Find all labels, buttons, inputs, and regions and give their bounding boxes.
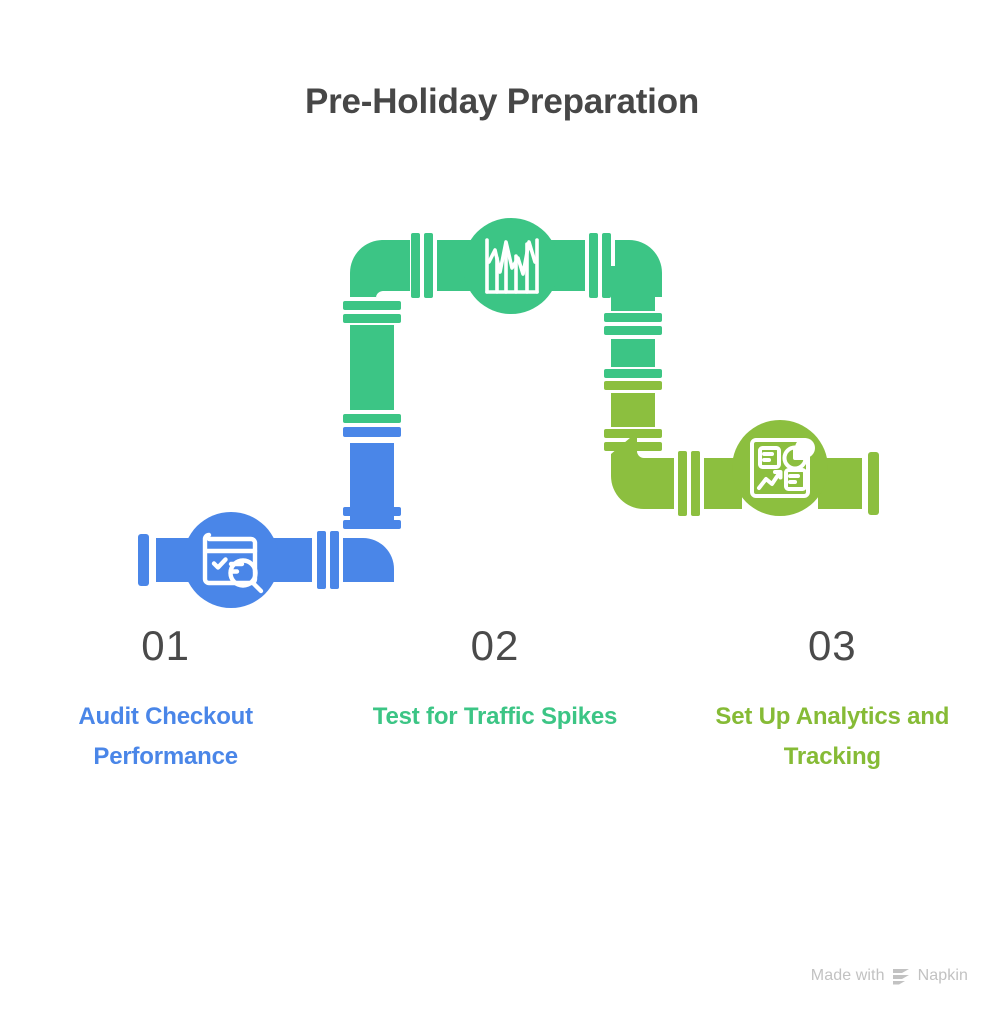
analytics-dashboard-icon <box>750 438 815 498</box>
page-title: Pre-Holiday Preparation <box>304 82 700 121</box>
icon-circle-blue <box>183 512 279 608</box>
pipe-flange-ring <box>343 314 401 323</box>
checkout-audit-icon <box>202 532 264 594</box>
pipe-endcap-right <box>868 452 879 515</box>
pipe-elbow-olive <box>611 432 657 509</box>
pipe-drop-olive <box>611 393 655 427</box>
pipe-flange-ring <box>589 233 598 298</box>
step-label-3: Set Up Analytics and Tracking <box>715 703 950 770</box>
watermark-prefix: Made with <box>810 967 885 984</box>
pipe-flange-transition-green <box>343 414 401 423</box>
pipe-flange-ring <box>604 313 662 322</box>
step-item-1: 01 Audit Checkout Performance <box>0 625 337 776</box>
pipe-elbow-green-left <box>350 240 396 298</box>
pipe-elbow-green-right <box>604 240 662 297</box>
pipe-drop-green-body <box>611 339 655 367</box>
pipe-flange-transition-blue <box>343 427 401 437</box>
pipe-segment-blue-left <box>156 538 212 582</box>
pipe-flange-ring <box>424 233 433 298</box>
pipe-drop-green <box>611 297 655 311</box>
pipe-flange-ring <box>602 233 611 298</box>
pipe-segment-olive-left2 <box>704 458 742 509</box>
pipe-flange-ring <box>343 520 401 529</box>
pipe-flange-ring <box>411 233 420 298</box>
icon-circle-green <box>463 218 559 314</box>
step-label-2: Test for Traffic Spikes <box>372 703 618 730</box>
step-icon-badge-1[interactable] <box>183 512 279 608</box>
watermark-brand: Napkin <box>917 967 968 984</box>
step-number-1: 01 <box>141 622 191 669</box>
pipe-elbow-blue <box>343 538 394 582</box>
pipe-riser-blue <box>350 443 394 527</box>
step-item-2: 02 Test for Traffic Spikes <box>323 625 666 776</box>
pipe-flange-ring <box>343 301 401 310</box>
pipe-segment-olive-right <box>818 458 862 509</box>
pipe-flange-transition-green-lower <box>604 369 662 378</box>
pipe-riser-green <box>350 325 394 410</box>
step-number-3: 03 <box>807 622 857 669</box>
traffic-spike-chart-icon <box>485 238 539 294</box>
pipe-flange-ring <box>678 451 687 516</box>
pipe-segment-blue-mid <box>256 538 312 582</box>
pipe-flange-ring <box>330 531 339 589</box>
pipe-flange-ring <box>691 451 700 516</box>
step-item-3: 03 Set Up Analytics and Tracking <box>661 625 1004 776</box>
pipe-flange-ring <box>343 507 401 516</box>
pipe-run-green <box>343 233 662 423</box>
step-number-2: 02 <box>470 622 520 669</box>
pipe-segment-olive-left <box>652 458 674 509</box>
pipe-run-blue <box>138 427 401 589</box>
steps-list: 01 Audit Checkout Performance 02 Test fo… <box>0 625 1004 776</box>
pipe-run-olive <box>604 381 879 516</box>
pipe-flange-ring <box>604 326 662 335</box>
step-icon-badge-2[interactable] <box>463 218 559 314</box>
pipe-flange-transition-olive <box>604 381 662 390</box>
pipe-flange-ring <box>604 442 662 451</box>
icon-circle-olive <box>732 420 828 516</box>
pipe-segment-green-left <box>396 240 410 291</box>
pipe-segment-green-left2 <box>437 240 477 291</box>
pipe-elbow-blue-body <box>343 538 394 582</box>
step-icon-badge-3[interactable] <box>732 420 828 516</box>
napkin-logo-icon <box>892 968 911 985</box>
pipe-endcap-left <box>138 534 149 586</box>
napkin-watermark: Made with Napkin <box>811 967 968 985</box>
pipe-flange-ring <box>317 531 326 589</box>
pipe-flange-ring <box>604 429 662 438</box>
pipe-segment-green-right <box>545 240 585 291</box>
step-label-1: Audit Checkout Performance <box>78 703 253 770</box>
